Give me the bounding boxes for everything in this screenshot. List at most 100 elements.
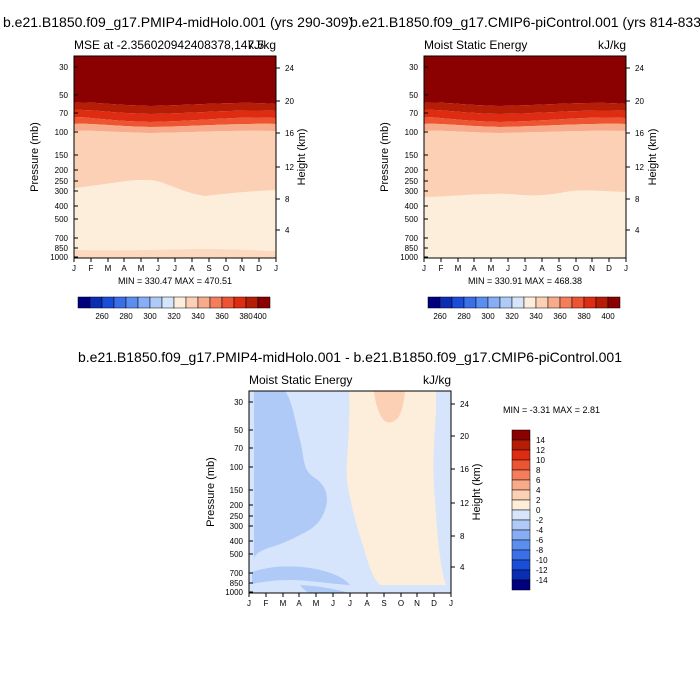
cb3-label-m2: -2: [536, 516, 544, 525]
p3-x-tick-jan: J: [247, 599, 251, 608]
cb3-swatch: [511, 499, 531, 511]
cb1-swatch: [257, 296, 271, 309]
p3-y-tick-300: 300: [230, 522, 244, 531]
cb1-label-300: 300: [143, 312, 157, 321]
cb1-swatch: [125, 296, 139, 309]
p2-height-tick-24: 24: [635, 64, 644, 73]
cb2-label-300: 300: [481, 312, 495, 321]
panel-3-ylabel-right: Height (km): [471, 464, 483, 521]
cb2-swatch: [475, 296, 489, 309]
cb3-label-m6: -6: [536, 536, 544, 545]
x-tick-nov: N: [239, 264, 245, 273]
cb3-swatch: [511, 439, 531, 451]
panel-3-x-ticks: J F M A M J J A S O N D J: [247, 593, 453, 608]
p3-height-tick-24: 24: [460, 400, 469, 409]
panel-2-title: b.e21.B1850.f09_g17.CMIP6-piControl.001 …: [350, 14, 700, 30]
height-tick-24: 24: [285, 64, 294, 73]
cb1-swatch: [101, 296, 115, 309]
cb2-swatch: [511, 296, 525, 309]
cb3-label-10: 10: [536, 456, 545, 465]
cb3-swatch: [511, 559, 531, 571]
panel-2-ylabel-right: Height (km): [647, 129, 659, 186]
p3-y-tick-500: 500: [230, 550, 244, 559]
panel-3-height-ticks: 4 8 12 16 20 24: [451, 400, 469, 572]
cb1-swatch: [185, 296, 199, 309]
cb1-swatch: [197, 296, 211, 309]
panel-2-ylabel: Pressure (mb): [379, 122, 391, 192]
p2-x-tick-mar: M: [455, 264, 462, 273]
p3-x-tick-apr: A: [296, 599, 302, 608]
p3-y-tick-1000: 1000: [225, 588, 243, 597]
cb1-label-280: 280: [119, 312, 133, 321]
p2-height-tick-12: 12: [635, 163, 644, 172]
cb3-label-m14: -14: [536, 576, 548, 585]
p2-y-tick-500: 500: [405, 215, 419, 224]
y-tick-50: 50: [59, 91, 68, 100]
p3-x-tick-jan-end: J: [449, 599, 453, 608]
p2-y-tick-50: 50: [409, 91, 418, 100]
cb1-swatch: [245, 296, 259, 309]
p2-x-tick-nov: N: [589, 264, 595, 273]
panel-3-colorbar: 14 12 10 8 6 4 2 0 -2 -4 -6 -8 -10 -12 -…: [511, 429, 548, 591]
panel-3-right-label: kJ/kg: [423, 373, 451, 387]
p2-y-tick-100: 100: [405, 128, 419, 137]
p3-height-tick-8: 8: [460, 532, 465, 541]
cb2-swatch: [547, 296, 561, 309]
x-tick-feb: F: [89, 264, 94, 273]
panel-1-ylabel: Pressure (mb): [29, 122, 41, 192]
cb2-label-360: 360: [553, 312, 567, 321]
p2-x-tick-jun: J: [506, 264, 510, 273]
x-tick-oct: O: [223, 264, 229, 273]
y-tick-300: 300: [55, 187, 69, 196]
p2-x-tick-jan-end: J: [624, 264, 628, 273]
x-tick-jan-end: J: [274, 264, 278, 273]
cb2-label-340: 340: [529, 312, 543, 321]
cb3-label-2: 2: [536, 496, 541, 505]
p3-x-tick-feb: F: [264, 599, 269, 608]
cb3-swatch: [511, 449, 531, 461]
cb1-swatch: [161, 296, 175, 309]
cb2-swatch: [583, 296, 597, 309]
y-tick-150: 150: [55, 151, 69, 160]
cb3-label-12: 12: [536, 446, 545, 455]
p3-y-tick-150: 150: [230, 486, 244, 495]
panel-3-y-ticks: 30 50 70 100 150 200 250 300 400 500 700…: [225, 398, 253, 597]
panel-1-plot-area: [73, 55, 277, 259]
panel-3-left-label: Moist Static Energy: [249, 373, 352, 387]
cb1-label-360: 360: [215, 312, 229, 321]
cb3-label-4: 4: [536, 486, 541, 495]
cb1-swatch: [113, 296, 127, 309]
cb3-label-8: 8: [536, 466, 541, 475]
p3-height-tick-20: 20: [460, 432, 469, 441]
cb2-swatch: [523, 296, 537, 309]
panel-2-y-ticks: 30 50 70 100 150 200 250 300 400 500 700…: [400, 63, 428, 262]
cb2-swatch: [463, 296, 477, 309]
cb2-swatch: [487, 296, 501, 309]
cb3-swatch: [511, 479, 531, 491]
p2-x-tick-jul: J: [523, 264, 527, 273]
y-tick-70: 70: [59, 109, 68, 118]
cb3-label-m12: -12: [536, 566, 548, 575]
panel-1-height-ticks: 4 8 12 16 20 24: [276, 64, 294, 235]
p3-y-tick-100: 100: [230, 463, 244, 472]
p2-y-tick-70: 70: [409, 109, 418, 118]
p2-y-tick-150: 150: [405, 151, 419, 160]
panel-3-plot-area: [248, 390, 452, 594]
cb1-swatch: [209, 296, 223, 309]
p2-x-tick-sep: S: [556, 264, 561, 273]
cb3-swatch: [511, 539, 531, 551]
cb2-swatch: [571, 296, 585, 309]
cb1-swatch: [149, 296, 163, 309]
p2-x-tick-may: M: [488, 264, 495, 273]
p3-y-tick-30: 30: [234, 398, 243, 407]
cb3-swatch: [511, 549, 531, 561]
p3-y-tick-70: 70: [234, 444, 243, 453]
panel-midholo: b.e21.B1850.f09_g17.PMIP4-midHolo.001 (y…: [3, 14, 353, 321]
x-tick-sep: S: [206, 264, 211, 273]
p3-x-tick-dec: D: [431, 599, 437, 608]
panel-2-colorbar: 260 280 300 320 340 360 380 400: [427, 296, 621, 321]
p3-y-tick-400: 400: [230, 537, 244, 546]
cb2-label-380: 380: [577, 312, 591, 321]
y-tick-400: 400: [55, 202, 69, 211]
cb3-swatch: [511, 509, 531, 521]
